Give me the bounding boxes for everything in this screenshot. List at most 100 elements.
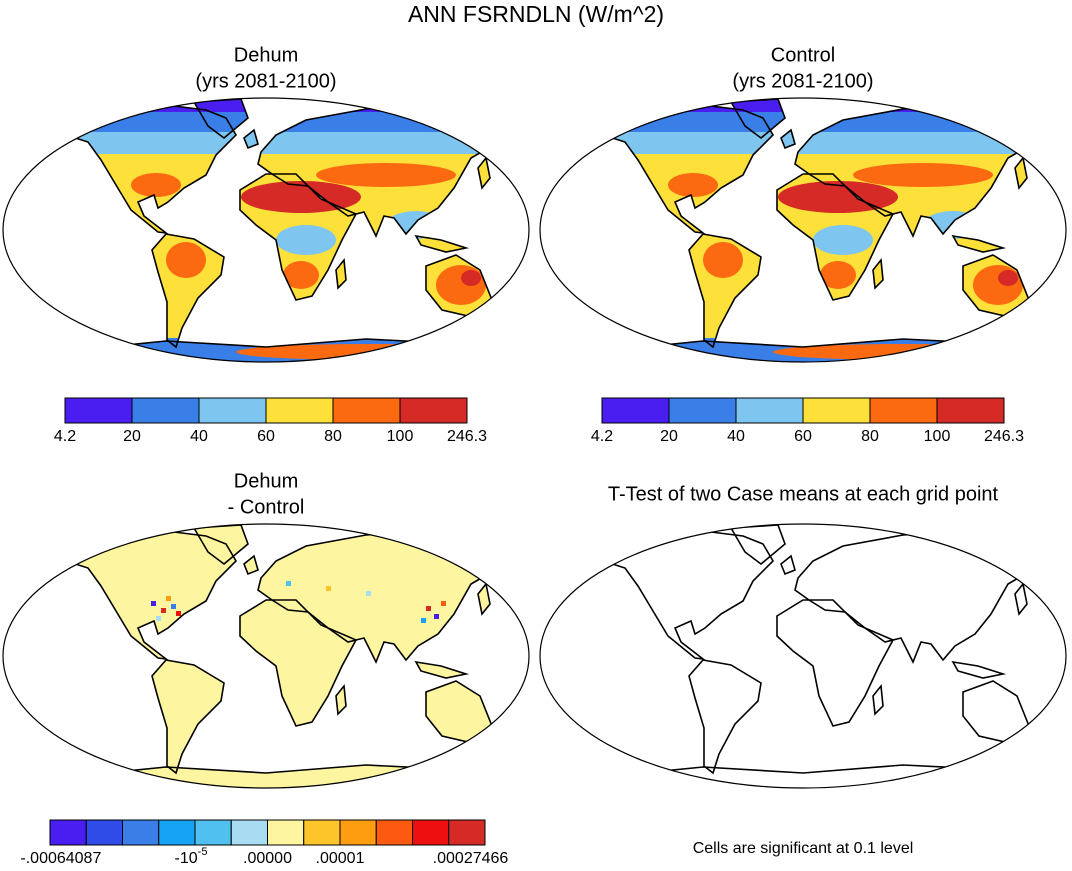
colorbar-label: 4.2: [591, 428, 613, 445]
coastline: [414, 660, 470, 679]
coastline: [243, 128, 259, 150]
colorbar-label: 246.3: [984, 428, 1024, 445]
colorbar-box: [303, 819, 341, 846]
colorbar-label: -.00064087: [20, 850, 101, 867]
land-fill: [703, 242, 743, 278]
land-field: [4, 99, 528, 362]
coastline: [776, 173, 895, 301]
land-fill: [923, 211, 983, 239]
land-fill: [426, 606, 431, 611]
land-fill: [434, 614, 439, 619]
colorbar-box: [122, 819, 160, 846]
colorbar-box: [375, 819, 413, 846]
coastline: [872, 257, 884, 290]
label-base: -10: [175, 850, 198, 867]
land-fill: [998, 270, 1018, 286]
land-fill: [161, 608, 166, 613]
map-border: [539, 97, 1067, 363]
colorbar-label: 40: [727, 428, 745, 445]
land-fill: [4, 99, 528, 112]
colorbar-label: .00000: [243, 850, 292, 867]
land-field: [4, 525, 528, 788]
land-fill: [283, 261, 319, 289]
land-fill: [820, 261, 856, 289]
land-fill: [441, 601, 446, 606]
land-field: [541, 99, 1065, 362]
map-panel: [539, 523, 1067, 789]
coastline: [794, 529, 1055, 664]
colorbar-label: 20: [660, 428, 678, 445]
coastline: [151, 233, 225, 349]
coastline: [780, 128, 796, 150]
colorbar-label: 60: [794, 428, 812, 445]
land-fill: [176, 611, 181, 616]
coastline: [414, 234, 470, 253]
coastline: [243, 554, 259, 576]
map-panel: [539, 97, 1067, 363]
land-fill: [973, 265, 1023, 305]
land-fill: [156, 616, 161, 621]
colorbar-box: [869, 397, 938, 424]
coastline: [780, 554, 796, 576]
land-fill: [421, 618, 426, 623]
colorbar-label: 80: [861, 428, 879, 445]
colorbar-label: 20: [123, 428, 141, 445]
land-fill: [541, 99, 1065, 362]
coastline: [962, 680, 1030, 743]
colorbar-label: 4.2: [54, 428, 76, 445]
panel-title: Control: [771, 44, 835, 66]
label-exponent: -5: [198, 846, 208, 858]
land-fill: [166, 596, 171, 601]
map-border: [2, 97, 530, 363]
colorbar-box: [339, 819, 377, 846]
coastline: [64, 530, 238, 661]
colorbar-label: -10-5: [175, 846, 208, 867]
land-fill: [276, 225, 336, 255]
colorbar-label: .00027466: [433, 850, 509, 867]
colorbar-box: [802, 397, 871, 424]
panel-subtitle: - Control: [228, 496, 305, 518]
coastline: [688, 659, 762, 775]
land-fill: [853, 163, 993, 187]
coastline: [151, 659, 225, 775]
coastline: [688, 233, 762, 349]
coastline: [729, 524, 786, 566]
coastline: [776, 599, 895, 727]
panel-title: Dehum: [234, 44, 298, 66]
colorbar-box: [131, 397, 200, 424]
coastline: [335, 257, 347, 290]
coastline: [239, 173, 358, 301]
panel-note: Cells are significant at 0.1 level: [693, 840, 914, 857]
colorbar-box: [158, 819, 196, 846]
colorbar-box: [668, 397, 737, 424]
colorbar-box: [412, 819, 450, 846]
panel-title: Dehum: [234, 470, 298, 492]
land-fill: [4, 99, 528, 132]
coastline: [477, 156, 491, 190]
land-fill: [151, 601, 156, 606]
map-panel: [2, 523, 530, 789]
coastline: [601, 104, 775, 235]
land-fill: [386, 211, 446, 239]
coastline: [1014, 582, 1028, 616]
land-fill: [813, 225, 873, 255]
colorbar-label: .00001: [316, 850, 365, 867]
land-fill: [436, 265, 486, 305]
colorbar-label: 40: [190, 428, 208, 445]
colorbar-box: [85, 819, 123, 846]
land-fill: [166, 242, 206, 278]
colorbar-box: [64, 397, 133, 424]
colorbar-label: 246.3: [447, 428, 487, 445]
coastline: [540, 764, 1066, 788]
map-panel: [2, 97, 530, 363]
panel-title: T-Test of two Case means at each grid po…: [608, 483, 999, 505]
colorbar-box: [265, 397, 334, 424]
colorbar-box: [936, 397, 1005, 424]
coastline: [1014, 156, 1028, 190]
coastline: [951, 234, 1007, 253]
land-fill: [316, 163, 456, 187]
land-fill: [668, 173, 718, 197]
coastline: [872, 683, 884, 716]
coastline: [601, 530, 775, 661]
